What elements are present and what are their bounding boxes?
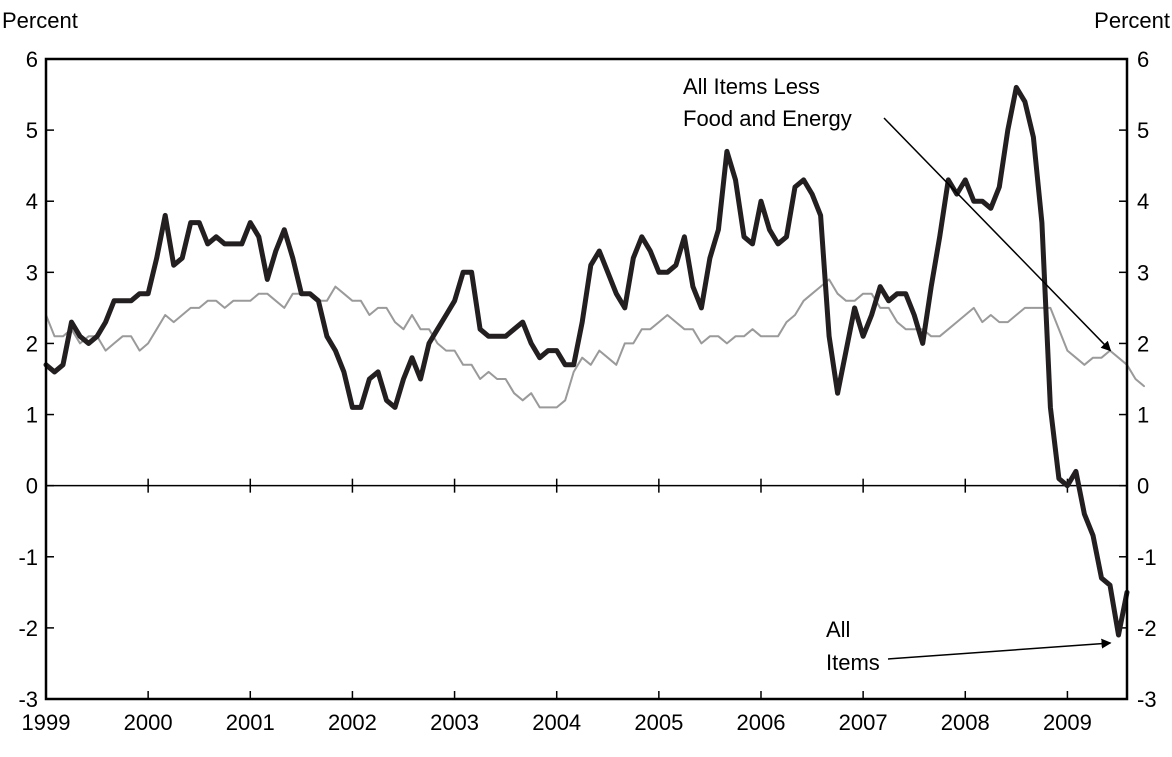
y-tick-label-left: 1: [26, 403, 38, 428]
y-tick-label-right: -3: [1137, 687, 1157, 712]
y-tick-label-right: 0: [1137, 474, 1149, 499]
x-tick-label: 2009: [1043, 710, 1092, 735]
y-tick-label-right: 3: [1137, 260, 1149, 285]
y-tick-label-right: -2: [1137, 616, 1157, 641]
x-tick-label: 2001: [226, 710, 275, 735]
x-tick-label: 2006: [737, 710, 786, 735]
annotation-core-arrow: [883, 117, 1112, 352]
x-tick-label: 1999: [22, 710, 71, 735]
y-tick-label-left: 2: [26, 331, 38, 356]
annotation-all-line-1: All: [826, 617, 850, 642]
x-tick-label: 2000: [124, 710, 173, 735]
y-tick-label-left: 6: [26, 47, 38, 72]
left-axis-title: Percent: [2, 8, 78, 33]
y-tick-label-left: -1: [18, 545, 38, 570]
x-tick-label: 2007: [839, 710, 888, 735]
x-tick-label: 2005: [634, 710, 683, 735]
y-tick-label-left: -2: [18, 616, 38, 641]
x-tick-label: 2004: [532, 710, 581, 735]
right-axis-title: Percent: [1094, 8, 1170, 33]
series-line-core: [45, 278, 1145, 409]
y-tick-label-left: 5: [26, 118, 38, 143]
y-tick-label-right: 2: [1137, 331, 1149, 356]
y-tick-label-left: 3: [26, 260, 38, 285]
y-tick-label-left: 4: [26, 189, 38, 214]
y-tick-label-left: -3: [18, 687, 38, 712]
series-line-all-items: [43, 84, 1130, 638]
y-tick-label-right: 1: [1137, 403, 1149, 428]
annotation-core-line-2: Food and Energy: [683, 106, 852, 131]
plot-area: [43, 58, 1145, 700]
annotation-core-line-1: All Items Less: [683, 74, 820, 99]
y-tick-label-right: 5: [1137, 118, 1149, 143]
plot-frame: [44, 57, 1129, 701]
annotation-all-line-2: Items: [826, 650, 880, 675]
x-tick-label: 2002: [328, 710, 377, 735]
y-tick-label-left: 0: [26, 474, 38, 499]
x-tick-label: 2003: [430, 710, 479, 735]
y-tick-label-right: 6: [1137, 47, 1149, 72]
y-tick-label-right: -1: [1137, 545, 1157, 570]
x-tick-label: 2008: [941, 710, 990, 735]
annotation-all-arrow: [887, 638, 1112, 660]
y-tick-label-right: 4: [1137, 189, 1149, 214]
